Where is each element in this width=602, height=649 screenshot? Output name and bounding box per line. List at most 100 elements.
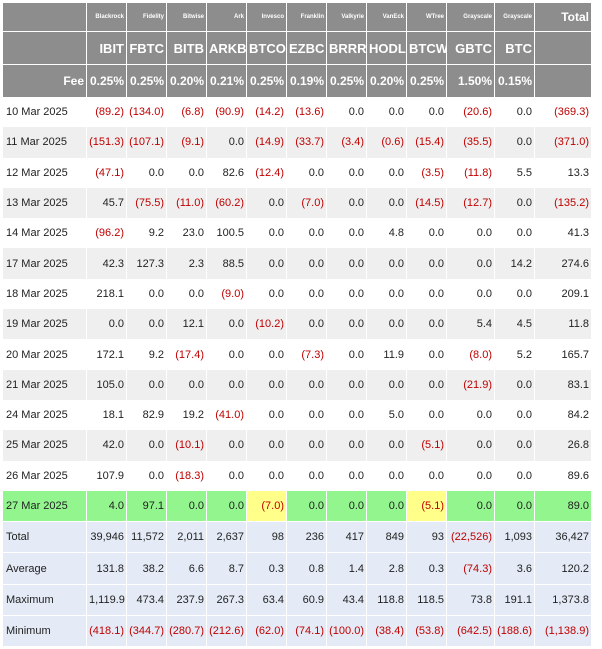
flow-cell: 4.5 [495, 309, 535, 340]
row-date: 17 Mar 2025 [3, 248, 87, 279]
flow-cell: 0.0 [367, 97, 407, 128]
flow-cell: 0.0 [327, 399, 367, 431]
flow-cell: 82.6 [207, 157, 247, 188]
table-row: 12 Mar 2025 (47.1) 0.0 0.0 82.6 (12.4) 0.0 0.0 0… [3, 157, 592, 188]
flow-cell: 0.0 [207, 339, 247, 370]
ticker-symbol: FBTC [127, 31, 167, 64]
ticker-symbol: IBIT [87, 31, 127, 64]
table-row: 13 Mar 2025 45.7 (75.5) (11.0) (60.2) 0.0 (7.0… [3, 187, 592, 219]
summary-cell: (642.5) [447, 615, 495, 647]
summary-cell: 237.9 [167, 583, 207, 616]
table-body: 10 Mar 2025 (89.2) (134.0) (6.8) (90.9) (14.2… [3, 97, 592, 522]
summary-cell: 191.1 [495, 583, 535, 616]
summary-row: Maximum 1,119.9 473.4 237.9 267.3 63.4 60.9 43.… [3, 583, 592, 616]
summary-cell: 1,119.9 [87, 583, 127, 616]
flow-cell: 0.0 [327, 248, 367, 279]
summary-cell: 236 [287, 521, 327, 553]
flow-cell: (6.8) [167, 97, 207, 128]
flow-cell: 0.0 [167, 278, 207, 310]
flow-cell: (75.5) [127, 187, 167, 219]
summary-cell: 43.4 [327, 583, 367, 616]
flow-cell: 42.3 [87, 248, 127, 279]
flow-cell: 0.0 [247, 187, 287, 219]
flow-cell: 0.0 [247, 460, 287, 491]
issuer-name: Fidelity [127, 3, 167, 31]
summary-label: Minimum [3, 615, 87, 647]
summary-cell: 98 [247, 521, 287, 553]
flow-cell: (47.1) [87, 157, 127, 188]
flow-cell: 0.0 [327, 309, 367, 340]
flow-cell: 0.0 [447, 218, 495, 249]
flow-cell: 0.0 [327, 218, 367, 249]
issuer-name: Franklin [287, 3, 327, 31]
fee-value: 1.50% [447, 64, 495, 97]
flow-cell: 5.4 [447, 309, 495, 340]
flow-cell: 0.0 [207, 490, 247, 522]
flow-cell: (11.8) [447, 157, 495, 188]
flow-cell: 0.0 [495, 460, 535, 491]
summary-cell: 131.8 [87, 552, 127, 584]
flow-cell: 9.2 [127, 218, 167, 249]
flow-cell: 0.0 [495, 399, 535, 431]
flow-cell: 0.0 [495, 430, 535, 461]
table-row: 21 Mar 2025 105.0 0.0 0.0 0.0 0.0 0.0 0.0 0.0 0.0… [3, 369, 592, 400]
table-row: 25 Mar 2025 42.0 0.0 (10.1) 0.0 0.0 0.0 0.0 0.0(… [3, 430, 592, 461]
fee-value: 0.25% [327, 64, 367, 97]
etf-flow-table: Blackrock Fidelity Bitwise Ark Invesco Frankl… [3, 3, 592, 647]
summary-cell: 0.3 [407, 552, 447, 584]
summary-cell: 473.4 [127, 583, 167, 616]
fee-value: 0.20% [367, 64, 407, 97]
summary-cell: 118.8 [367, 583, 407, 616]
summary-cell: 63.4 [247, 583, 287, 616]
flow-cell: (14.9) [247, 127, 287, 158]
flow-cell: (7.0) [247, 490, 287, 522]
ticker-symbol: GBTC [447, 31, 495, 64]
flow-cell: (107.1) [127, 127, 167, 158]
summary-cell: 8.7 [207, 552, 247, 584]
fee-value: 0.19% [287, 64, 327, 97]
flow-cell: 0.0 [287, 490, 327, 522]
flow-cell: 0.0 [367, 248, 407, 279]
flow-cell: (11.0) [167, 187, 207, 219]
row-total: 165.7 [535, 339, 592, 370]
flow-cell: 0.0 [327, 430, 367, 461]
flow-cell: 0.0 [447, 490, 495, 522]
fee-value: 0.15% [495, 64, 535, 97]
flow-cell: (10.1) [167, 430, 207, 461]
flow-cell: 0.0 [247, 248, 287, 279]
row-date: 13 Mar 2025 [3, 187, 87, 219]
flow-cell: 0.0 [407, 278, 447, 310]
header-corner [3, 3, 87, 31]
flow-cell: 0.0 [495, 97, 535, 128]
row-date: 19 Mar 2025 [3, 309, 87, 340]
flow-cell: 0.0 [287, 278, 327, 310]
flow-cell: 0.0 [407, 97, 447, 128]
flow-cell: 0.0 [367, 369, 407, 400]
summary-cell: (280.7) [167, 615, 207, 647]
flow-cell: 42.0 [87, 430, 127, 461]
flow-cell: 0.0 [327, 157, 367, 188]
summary-cell: (38.4) [367, 615, 407, 647]
flow-cell: 0.0 [327, 339, 367, 370]
flow-cell: 0.0 [447, 460, 495, 491]
flow-cell: 4.0 [87, 490, 127, 522]
summary-total: 36,427 [535, 521, 592, 553]
fee-value: 0.25% [87, 64, 127, 97]
flow-cell: 0.0 [367, 490, 407, 522]
flow-cell: 0.0 [447, 399, 495, 431]
flow-cell: 0.0 [367, 309, 407, 340]
flow-cell: 0.0 [407, 339, 447, 370]
row-date: 14 Mar 2025 [3, 218, 87, 249]
flow-cell: (12.7) [447, 187, 495, 219]
flow-cell: 0.0 [407, 218, 447, 249]
flow-cell: 0.0 [127, 369, 167, 400]
summary-cell: 2,637 [207, 521, 247, 553]
flow-cell: 0.0 [247, 399, 287, 431]
flow-cell: (15.4) [407, 127, 447, 158]
flow-cell: 0.0 [495, 278, 535, 310]
flow-cell: 0.0 [367, 430, 407, 461]
summary-row: Total 39,946 11,572 2,011 2,637 98 236 417 849 93… [3, 521, 592, 553]
summary-cell: 6.6 [167, 552, 207, 584]
flow-cell: 127.3 [127, 248, 167, 279]
flow-cell: 100.5 [207, 218, 247, 249]
